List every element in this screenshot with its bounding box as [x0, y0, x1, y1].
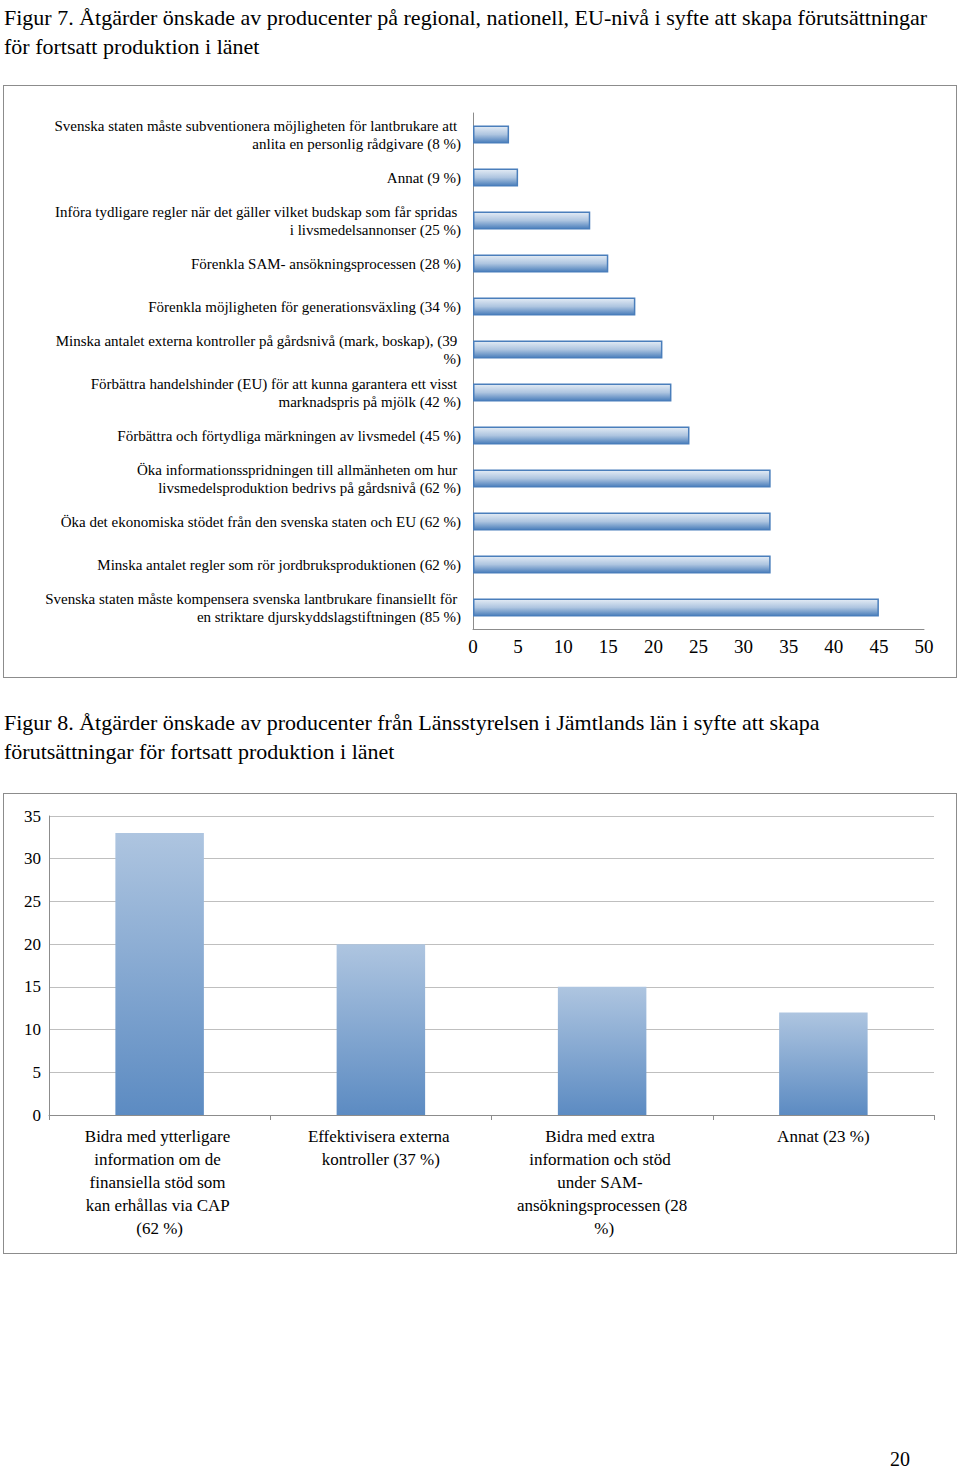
svg-text:15: 15 [599, 636, 618, 657]
svg-text:Öka informationsspridningen ti: Öka informationsspridningen till allmänh… [137, 462, 461, 478]
svg-text:Minska antalet regler som rör: Minska antalet regler som rör jordbruksp… [97, 557, 461, 574]
svg-text:Förenkla SAM- ansökningsproces: Förenkla SAM- ansökningsprocessen (28 %) [191, 256, 461, 273]
svg-text:kontroller (37 %): kontroller (37 %) [322, 1150, 440, 1169]
svg-text:20: 20 [24, 935, 41, 954]
svg-text:Förbättra handelshinder (EU) f: Förbättra handelshinder (EU) för att kun… [91, 376, 461, 393]
svg-text:Bidra med ytterligare: Bidra med ytterligare [85, 1127, 235, 1146]
svg-text:ansökningsprocessen (28: ansökningsprocessen (28 [517, 1196, 687, 1215]
svg-text:10: 10 [24, 1020, 41, 1039]
svg-text:Förenkla möjligheten för gener: Förenkla möjligheten för generationsväxl… [148, 299, 461, 316]
svg-text:15: 15 [24, 977, 41, 996]
html-text:Figur 7. Åtgärder önskade av p: Figur 7. Åtgärder önskade av producenter… [4, 5, 928, 59]
svg-text:%): %) [590, 1219, 614, 1238]
html-text:20: 20 [890, 1448, 910, 1470]
svg-text:anlita en personlig rådgivare: anlita en personlig rådgivare (8 %) [252, 136, 461, 153]
svg-text:5: 5 [33, 1063, 42, 1082]
svg-text:Öka det ekonomiska stödet från: Öka det ekonomiska stödet från den svens… [61, 514, 461, 531]
svg-text:30: 30 [24, 849, 41, 868]
svg-text:50: 50 [915, 636, 934, 657]
svg-text:25: 25 [689, 636, 708, 657]
svg-text:Införa tydligare regler när de: Införa tydligare regler när det gäller v… [55, 204, 461, 220]
svg-text:10: 10 [554, 636, 573, 657]
svg-text:information och stöd: information och stöd [529, 1150, 675, 1169]
svg-text:finansiella stöd som: finansiella stöd som [90, 1173, 230, 1192]
svg-text:40: 40 [824, 636, 843, 657]
svg-text:Minska antalet externa kontrol: Minska antalet externa kontroller på går… [56, 333, 461, 350]
svg-text:45: 45 [869, 636, 888, 657]
svg-text:kan erhållas via CAP: kan erhållas via CAP [86, 1196, 234, 1215]
svg-text:35: 35 [24, 807, 41, 826]
svg-text:Effektivisera externa: Effektivisera externa [308, 1127, 454, 1146]
svg-text:livsmedelsproduktion bedrivs p: livsmedelsproduktion bedrivs på gårdsniv… [158, 480, 461, 497]
html-text:Figur 8. Åtgärder önskade av p: Figur 8. Åtgärder önskade av producenter… [4, 710, 820, 764]
svg-text:marknadspris på mjölk (42 %): marknadspris på mjölk (42 %) [279, 394, 461, 411]
svg-text:35: 35 [779, 636, 798, 657]
svg-text:(62 %): (62 %) [136, 1219, 183, 1238]
svg-text:20: 20 [644, 636, 663, 657]
svg-text:i livsmedelsannonser (25 %): i livsmedelsannonser (25 %) [290, 222, 461, 239]
svg-text:30: 30 [734, 636, 753, 657]
svg-text:Förbättra och förtydliga märkn: Förbättra och förtydliga märkningen av l… [117, 428, 461, 445]
svg-text:%): %) [444, 351, 462, 368]
svg-text:under SAM-: under SAM- [557, 1173, 647, 1192]
svg-text:information om de: information om de [94, 1150, 225, 1169]
svg-text:Svenska staten måste subventio: Svenska staten måste subventionera möjli… [54, 118, 461, 134]
svg-text:Annat (9 %): Annat (9 %) [387, 170, 461, 187]
svg-text:25: 25 [24, 892, 41, 911]
svg-text:5: 5 [513, 636, 523, 657]
svg-text:0: 0 [33, 1106, 42, 1125]
svg-text:Bidra med extra: Bidra med extra [545, 1127, 659, 1146]
svg-text:Annat (23 %): Annat (23 %) [777, 1127, 870, 1146]
svg-text:0: 0 [468, 636, 478, 657]
svg-text:Svenska staten måste kompenser: Svenska staten måste kompensera svenska … [45, 591, 461, 607]
svg-text:en striktare djurskyddslagstif: en striktare djurskyddslagstiftningen (8… [197, 609, 461, 626]
